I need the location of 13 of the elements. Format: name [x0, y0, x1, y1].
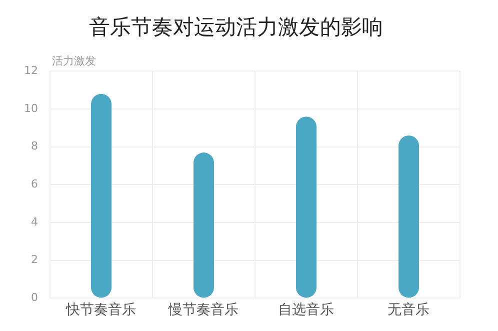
y-tick-label: 10	[24, 102, 38, 115]
y-tick-label: 6	[30, 178, 38, 191]
y-tick-label: 12	[24, 64, 38, 78]
x-tick-label: 自选音乐	[278, 302, 334, 318]
x-tick-label: 快节奏音乐	[65, 302, 136, 318]
chart-title: 音乐节奏对运动活力激发的影响	[89, 15, 383, 40]
y-tick-label: 0	[30, 291, 38, 304]
y-tick-label: 2	[30, 253, 38, 266]
y-tick-label: 8	[30, 140, 38, 153]
y-tick-label: 4	[30, 215, 38, 228]
y-axis-title: 活力激发	[52, 54, 96, 68]
x-tick-label: 慢节奏音乐	[168, 302, 239, 318]
x-tick-label: 无音乐	[388, 302, 430, 318]
